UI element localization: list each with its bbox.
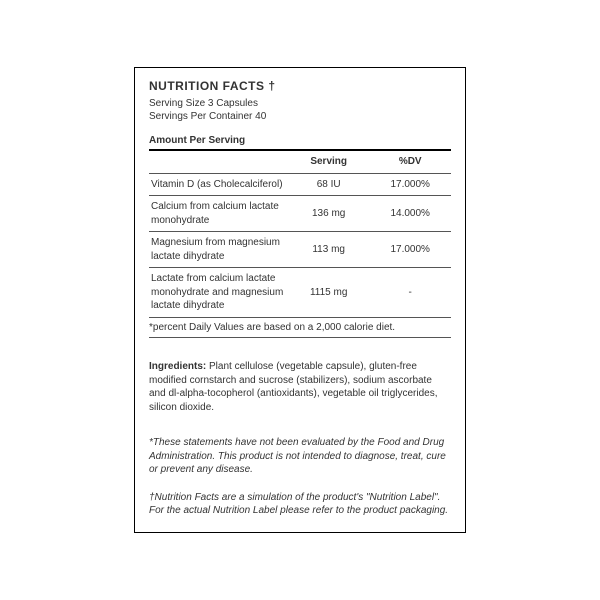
panel-title: NUTRITION FACTS † xyxy=(149,78,451,94)
fda-disclaimer: *These statements have not been evaluate… xyxy=(149,436,451,477)
col-name-header xyxy=(149,151,288,173)
table-row: Calcium from calcium lactate monohydrate… xyxy=(149,196,451,232)
nutrient-serving: 68 IU xyxy=(288,173,370,196)
servings-per-container: Servings Per Container 40 xyxy=(149,110,451,124)
dv-footnote: *percent Daily Values are based on a 2,0… xyxy=(149,318,451,339)
table-header-row: Serving %DV xyxy=(149,151,451,173)
simulation-note: †Nutrition Facts are a simulation of the… xyxy=(149,491,451,518)
nutrient-dv: - xyxy=(369,268,451,318)
nutrient-name: Magnesium from magnesium lactate dihydra… xyxy=(149,232,288,268)
ingredients-label: Ingredients: xyxy=(149,361,206,372)
nutrient-dv: 14.000% xyxy=(369,196,451,232)
nutrient-name: Vitamin D (as Cholecalciferol) xyxy=(149,173,288,196)
nutrient-name: Lactate from calcium lactate monohydrate… xyxy=(149,268,288,318)
table-row: Vitamin D (as Cholecalciferol) 68 IU 17.… xyxy=(149,173,451,196)
table-row: Magnesium from magnesium lactate dihydra… xyxy=(149,232,451,268)
serving-info: Serving Size 3 Capsules Servings Per Con… xyxy=(149,97,451,124)
nutrient-serving: 1115 mg xyxy=(288,268,370,318)
nutrition-table: Serving %DV Vitamin D (as Cholecalcifero… xyxy=(149,151,451,318)
nutrient-name: Calcium from calcium lactate monohydrate xyxy=(149,196,288,232)
nutrient-serving: 136 mg xyxy=(288,196,370,232)
nutrient-serving: 113 mg xyxy=(288,232,370,268)
amount-per-serving-label: Amount Per Serving xyxy=(149,134,451,152)
col-dv-header: %DV xyxy=(369,151,451,173)
table-row: Lactate from calcium lactate monohydrate… xyxy=(149,268,451,318)
ingredients-block: Ingredients: Plant cellulose (vegetable … xyxy=(149,360,451,414)
col-serving-header: Serving xyxy=(288,151,370,173)
serving-size: Serving Size 3 Capsules xyxy=(149,97,451,111)
nutrition-facts-panel: NUTRITION FACTS † Serving Size 3 Capsule… xyxy=(134,67,466,532)
nutrient-dv: 17.000% xyxy=(369,232,451,268)
nutrient-dv: 17.000% xyxy=(369,173,451,196)
